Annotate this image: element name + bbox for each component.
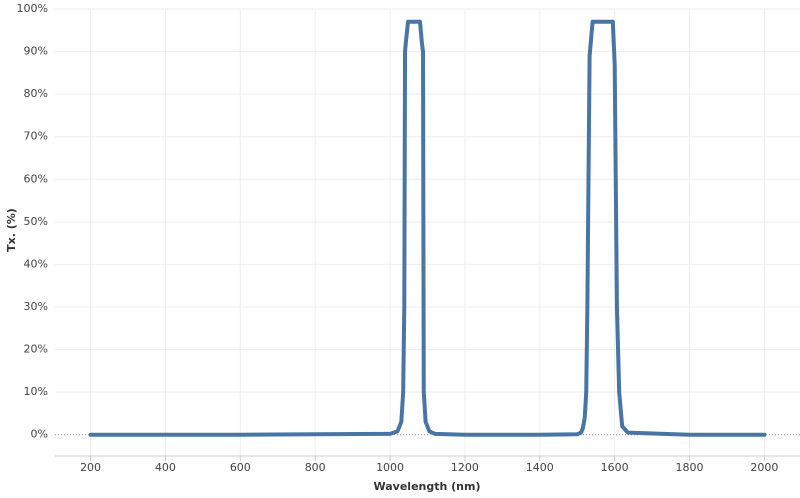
y-tick-label: 30%: [24, 300, 48, 313]
x-tick-label: 1000: [376, 461, 404, 474]
y-tick-label: 0%: [31, 428, 48, 441]
y-tick-label: 100%: [17, 2, 48, 15]
y-axis-title: Tx. (%): [5, 208, 18, 252]
x-tick-label: 600: [230, 461, 251, 474]
x-axis-title: Wavelength (nm): [374, 480, 481, 493]
x-tick-label: 200: [80, 461, 101, 474]
y-tick-label: 80%: [24, 87, 48, 100]
x-tick-label: 1800: [676, 461, 704, 474]
x-tick-label: 800: [305, 461, 326, 474]
y-tick-label: 70%: [24, 130, 48, 143]
x-tick-label: 400: [155, 461, 176, 474]
data-line: [88, 19, 767, 437]
y-tick-label: 90%: [24, 45, 48, 58]
x-tick-label: 2000: [750, 461, 778, 474]
x-tick-label: 1400: [526, 461, 554, 474]
x-tick-label: 1200: [451, 461, 479, 474]
y-tick-label: 60%: [24, 172, 48, 185]
y-tick-label: 10%: [24, 385, 48, 398]
y-tick-label: 50%: [24, 215, 48, 228]
y-tick-label: 40%: [24, 257, 48, 270]
y-tick-label: 20%: [24, 343, 48, 356]
x-tick-label: 1600: [601, 461, 629, 474]
